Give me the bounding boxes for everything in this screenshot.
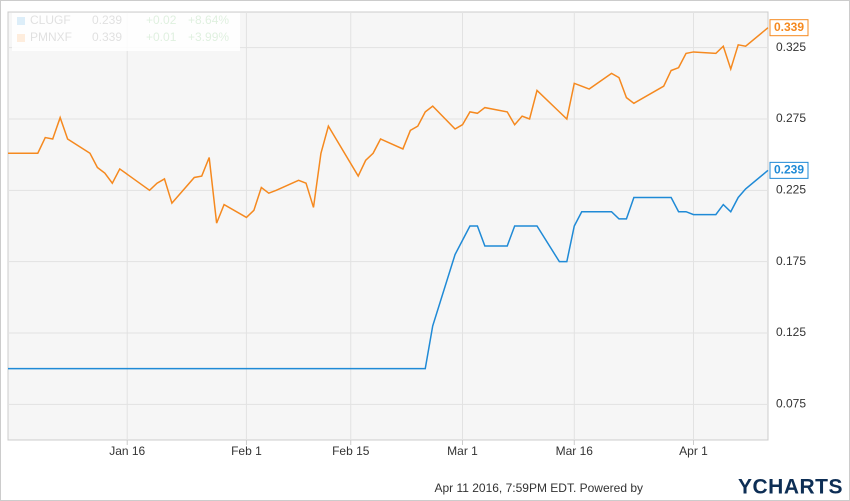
legend-box bbox=[12, 13, 240, 51]
x-tick-label: Apr 1 bbox=[679, 444, 708, 458]
y-tick-label: 0.275 bbox=[776, 111, 806, 125]
y-tick-label: 0.325 bbox=[776, 40, 806, 54]
x-tick-label: Mar 1 bbox=[447, 444, 478, 458]
brand-logo: YCHARTS bbox=[738, 476, 843, 499]
plot-area bbox=[7, 11, 769, 441]
x-tick-label: Mar 16 bbox=[556, 444, 594, 458]
series-line bbox=[8, 169, 769, 370]
y-tick-label: 0.175 bbox=[776, 254, 806, 268]
footer: Apr 11 2016, 7:59PM EDT. Powered by bbox=[434, 481, 643, 495]
x-tick-label: Jan 16 bbox=[109, 444, 145, 458]
end-label: 0.339 bbox=[774, 20, 804, 34]
end-label: 0.239 bbox=[774, 163, 804, 177]
y-tick-label: 0.125 bbox=[776, 325, 806, 339]
x-tick-label: Feb 15 bbox=[332, 444, 370, 458]
series-line bbox=[8, 27, 769, 224]
end-label-box bbox=[769, 19, 809, 37]
end-label-box bbox=[769, 161, 809, 179]
y-tick-label: 0.225 bbox=[776, 183, 806, 197]
x-tick-label: Feb 1 bbox=[231, 444, 262, 458]
y-tick-label: 0.075 bbox=[776, 397, 806, 411]
